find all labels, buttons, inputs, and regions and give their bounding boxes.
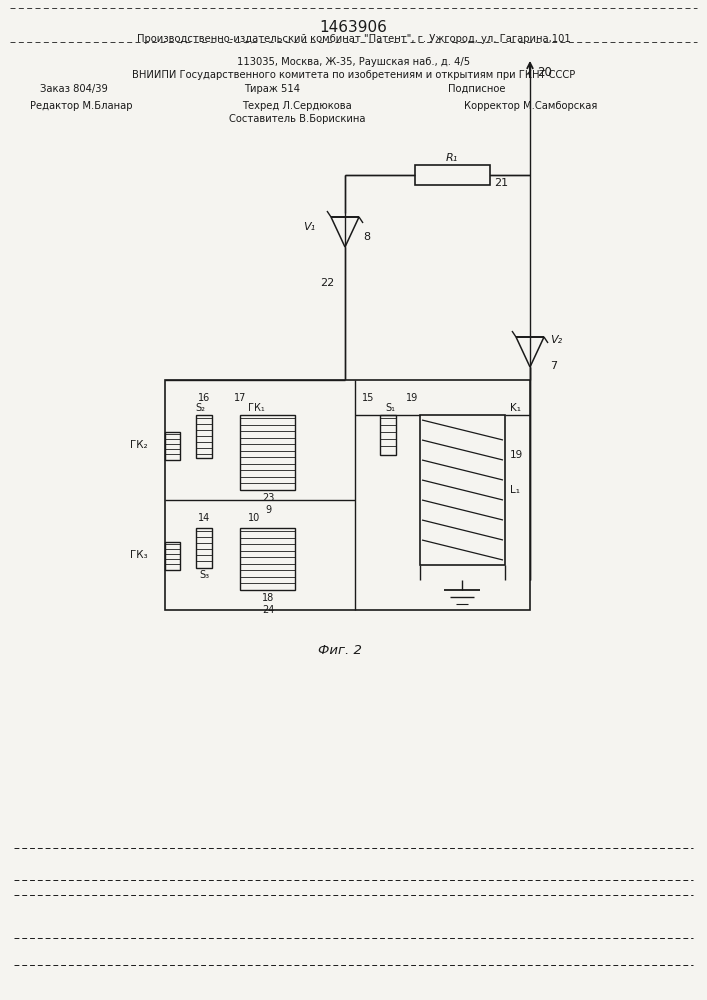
Text: 16: 16 [198,393,210,403]
Text: 21: 21 [494,178,508,188]
Text: 113035, Москва, Ж-35, Раушская наб., д. 4/5: 113035, Москва, Ж-35, Раушская наб., д. … [237,57,470,67]
Text: 19: 19 [406,393,418,403]
Text: V₂: V₂ [550,335,562,345]
Text: 20: 20 [537,66,552,79]
Text: Техред Л.Сердюкова: Техред Л.Сердюкова [242,101,352,111]
Bar [415,165,490,185]
Text: S₁: S₁ [385,403,395,413]
Text: 14: 14 [198,513,210,523]
Text: Редактор М.Бланар: Редактор М.Бланар [30,101,132,111]
Text: 15: 15 [362,393,374,403]
Text: 23: 23 [262,493,274,503]
Text: 1463906: 1463906 [319,20,387,35]
Text: Подписное: Подписное [448,84,506,94]
Bar [196,415,212,458]
Text: 10: 10 [248,513,260,523]
Text: 19: 19 [510,450,523,460]
Text: 24: 24 [262,605,274,615]
Text: ГК₃: ГК₃ [130,550,148,560]
Text: Производственно-издательский комбинат "Патент", г. Ужгород, ул. Гагарина,101: Производственно-издательский комбинат "П… [136,34,571,44]
Text: 22: 22 [320,278,334,288]
Bar [240,528,295,590]
Bar [165,432,180,460]
Text: S₃: S₃ [199,570,209,580]
Text: K₁: K₁ [510,403,521,413]
Text: R₁: R₁ [446,153,458,163]
Text: L₁: L₁ [510,485,520,495]
Text: 18: 18 [262,593,274,603]
Text: 17: 17 [234,393,246,403]
Text: 9: 9 [265,505,271,515]
Text: Фиг. 2: Фиг. 2 [318,644,362,656]
Text: Составитель В.Борискина: Составитель В.Борискина [228,113,366,123]
Bar [380,415,396,455]
Text: ВНИИПИ Государственного комитета по изобретениям и открытиям при ГКНТ СССР: ВНИИПИ Государственного комитета по изоб… [132,70,575,80]
Text: ГК₁: ГК₁ [248,403,264,413]
Bar [240,415,295,490]
Bar [196,528,212,568]
Text: Заказ 804/39: Заказ 804/39 [40,84,108,94]
Text: 8: 8 [363,232,370,242]
Bar [420,415,505,565]
Text: ГК₂: ГК₂ [130,440,148,450]
Bar [165,542,180,570]
Text: Тираж 514: Тираж 514 [244,84,300,94]
Text: S₂: S₂ [195,403,205,413]
Text: Корректор М.Самборская: Корректор М.Самборская [464,101,597,111]
Text: 7: 7 [550,361,557,371]
Text: V₁: V₁ [303,222,315,232]
Bar [165,380,530,610]
